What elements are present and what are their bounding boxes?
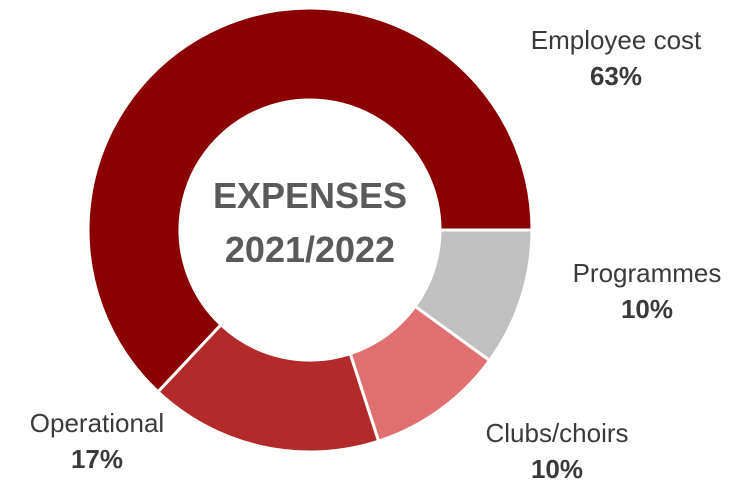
slice-operational (156, 323, 381, 454)
center-title-line-2: 2021/2022 (225, 229, 395, 270)
label-programmes: Programmes (573, 258, 722, 288)
value-programmes: 10% (621, 294, 673, 324)
value-clubs-choirs: 10% (531, 454, 583, 484)
label-employee-cost: Employee cost (531, 25, 702, 55)
donut-slices (86, 6, 534, 454)
label-clubs-choirs: Clubs/choirs (485, 418, 628, 448)
value-employee-cost: 63% (590, 61, 642, 91)
slice-employee-cost (86, 6, 534, 394)
center-title-line-1: EXPENSES (213, 175, 407, 216)
label-operational: Operational (30, 408, 164, 438)
value-operational: 17% (71, 444, 123, 474)
